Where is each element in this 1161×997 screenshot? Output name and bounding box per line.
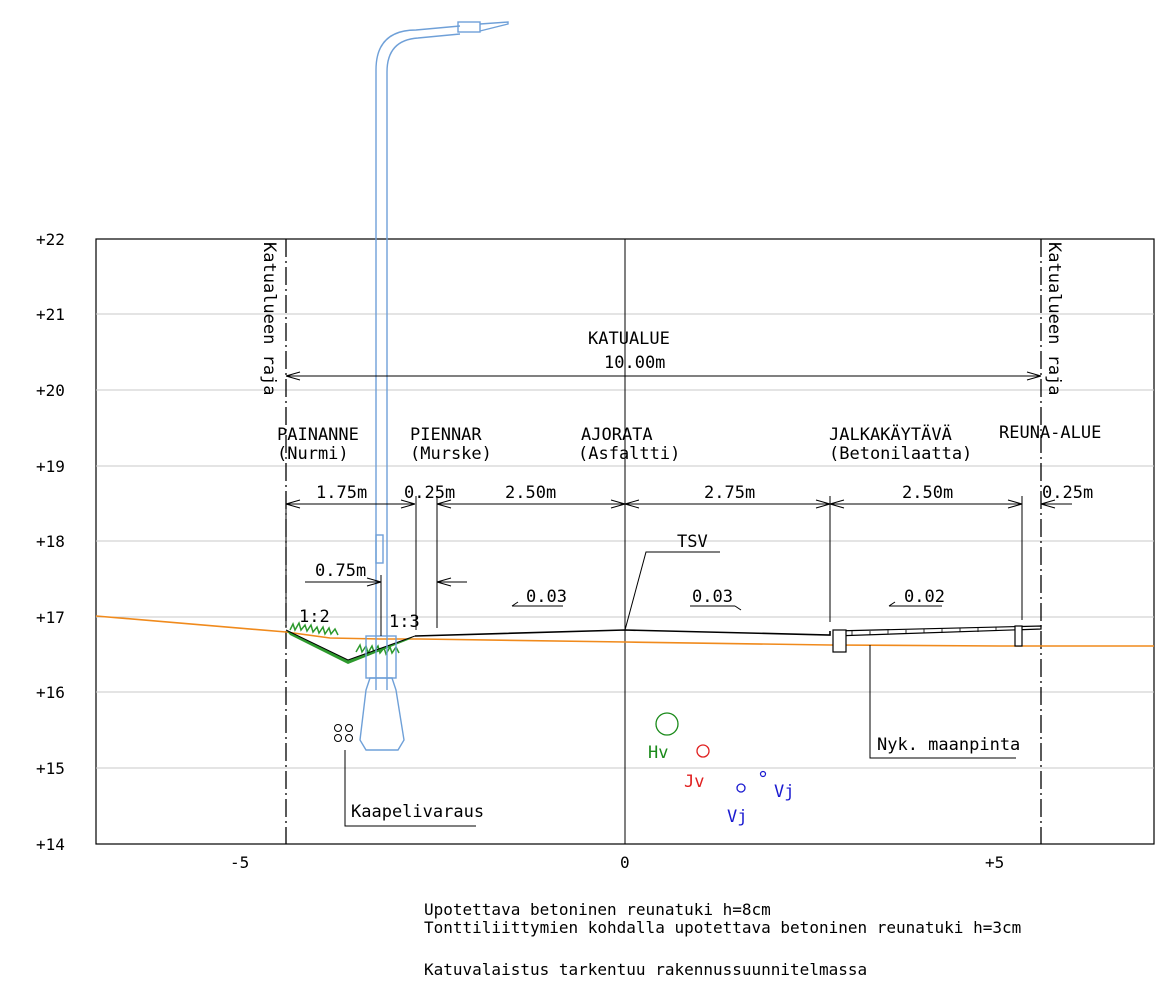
zone-jalkakaytava-material: (Betonilaatta) (829, 444, 972, 464)
y-axis-ticks: +22 +21 +20 +19 +18 +17 +16 +15 +14 (36, 230, 65, 854)
y-tick-15: +15 (36, 759, 65, 778)
sidewalk-slab (832, 625, 1042, 653)
lamp-tip (479, 21, 509, 32)
dimension-labels: 1.75m 0.25m 2.50m 2.75m 2.50m 0.25m 0.75… (315, 483, 1093, 581)
ditch-grass (285, 621, 416, 664)
jv-pipe (696, 744, 710, 758)
dim-jalkakaytava: 2.50m (902, 483, 953, 503)
sidewalk-slab-joints (851, 627, 997, 635)
cable-leader (344, 750, 476, 827)
dim-reuna-alue: 0.25m (1042, 483, 1093, 503)
x-tick-plus5: +5 (985, 853, 1004, 872)
vj-label-1: Vj (727, 807, 747, 827)
y-tick-22: +22 (36, 230, 65, 249)
jv-label: Jv (684, 772, 704, 792)
hv-pipe (655, 712, 679, 736)
grid-lines (96, 313, 1154, 769)
y-tick-17: +17 (36, 608, 65, 627)
dim-painanne: 1.75m (316, 483, 367, 503)
katualue-width: 10.00m (604, 353, 665, 373)
road-surface (414, 629, 831, 637)
dim-lamp-offset: 0.75m (315, 561, 366, 581)
note-lighting: Katuvalaistus tarkentuu rakennussuunnite… (424, 960, 868, 979)
curb-stone-right (1014, 625, 1023, 647)
hv-label: Hv (648, 743, 668, 763)
x-tick-0: 0 (620, 853, 630, 872)
slope-ditch-right: 1:3 (389, 612, 420, 632)
lamp-foundation (359, 677, 405, 751)
y-tick-16: +16 (36, 683, 65, 702)
slope-road-right: 0.03 (692, 587, 733, 607)
slope-sidewalk: 0.02 (904, 587, 945, 607)
vj-pipe-1 (736, 783, 746, 793)
note-curb-8cm: Upotettava betoninen reunatuki h=8cm (424, 900, 771, 919)
lamp-door (375, 534, 384, 564)
boundary-label-left: Katualueen raja (259, 242, 279, 396)
zone-ajorata-name: AJORATA (581, 425, 653, 445)
lamp-pole-inner (386, 33, 461, 690)
slope-labels: 1:2 1:3 0.03 0.03 0.02 (299, 587, 945, 632)
vj-label-2: Vj (774, 782, 794, 802)
slope-ditch-left: 1:2 (299, 607, 330, 627)
zone-reuna-alue-name: REUNA-ALUE (999, 423, 1101, 443)
dim-piennar: 0.25m (404, 483, 455, 503)
katualue-title: KATUALUE (588, 329, 670, 349)
lamp-pole-outer (375, 25, 461, 690)
y-tick-14: +14 (36, 835, 65, 854)
grass-blades (289, 621, 400, 656)
cable-label: Kaapelivaraus (351, 802, 484, 822)
curb-stone-left (832, 629, 847, 653)
sidewalk-slab-body (833, 625, 1042, 637)
street-lamp (359, 21, 509, 751)
y-tick-20: +20 (36, 381, 65, 400)
x-axis-ticks: -5 0 +5 (230, 853, 1004, 872)
vj-pipe-2 (759, 770, 767, 778)
tsv-leader (624, 551, 720, 631)
dim-ajorata-right: 2.75m (704, 483, 755, 503)
lamp-base-plate (365, 635, 397, 679)
y-tick-19: +19 (36, 457, 65, 476)
x-tick-minus5: -5 (230, 853, 249, 872)
existing-ground-line (95, 615, 1154, 647)
dimension-row (285, 496, 1072, 636)
lamp-head (457, 21, 481, 33)
zone-painanne-material: (Nurmi) (277, 444, 349, 464)
y-tick-21: +21 (36, 305, 65, 324)
ditch-profile (285, 629, 416, 661)
cable-pipes (334, 724, 353, 742)
zone-painanne-name: PAINANNE (277, 425, 359, 445)
slope-road-left: 0.03 (526, 587, 567, 607)
zone-jalkakaytava-name: JALKAKÄYTÄVÄ (829, 424, 952, 445)
dim-ajorata-left: 2.50m (505, 483, 556, 503)
dim-katualue (285, 371, 1042, 381)
ground-leader (869, 645, 1016, 759)
y-tick-18: +18 (36, 532, 65, 551)
note-curb-3cm: Tonttiliittymien kohdalla upotettava bet… (424, 918, 1022, 937)
boundary-label-right: Katualueen raja (1044, 242, 1064, 396)
ground-label: Nyk. maanpinta (877, 735, 1020, 755)
zone-ajorata-material: (Asfaltti) (578, 444, 680, 464)
zone-labels: PAINANNE (Nurmi) PIENNAR (Murske) AJORAT… (277, 423, 1101, 464)
zone-piennar-material: (Murske) (410, 444, 492, 464)
slope-arrows (511, 601, 942, 611)
zone-piennar-name: PIENNAR (410, 425, 482, 445)
tsv-label: TSV (677, 532, 708, 552)
